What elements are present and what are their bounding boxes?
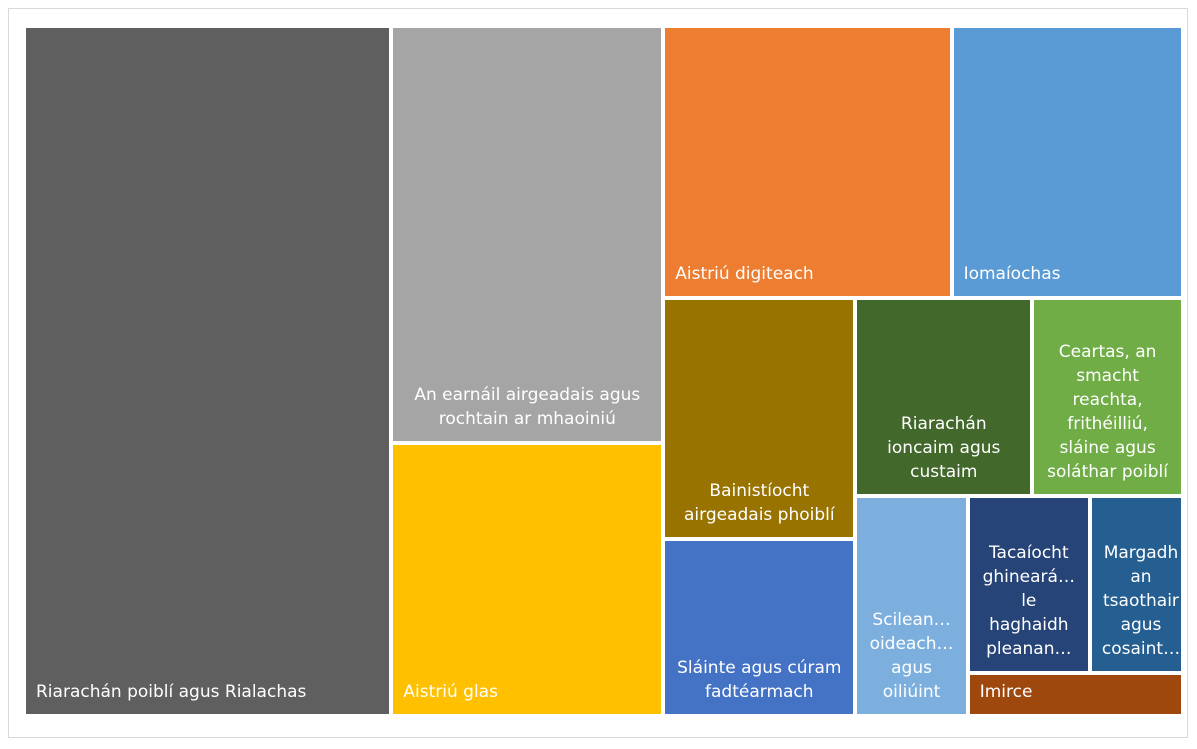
cell-label: Ceartas, an smacht reachta, frithéilliú,… bbox=[1047, 341, 1168, 482]
treemap-cell: Riarachán poiblí agus Rialachas bbox=[26, 28, 390, 714]
cell-label: Margadh an tsaothair agus cosaint… bbox=[1101, 542, 1181, 659]
chart: Riarachán poiblí agus Rialachas An earnái… bbox=[8, 8, 1188, 738]
cell-label: Sláinte agus cúram fadtéarmach bbox=[677, 657, 842, 702]
cell-label: Aistriú glas bbox=[403, 681, 498, 702]
treemap-cell: An earnáil airgeadais agus rochtain ar m… bbox=[393, 28, 662, 442]
treemap-cell: Aistriú digiteach bbox=[665, 28, 950, 296]
treemap-cell: Ceartas, an smacht reachta, frithéilliú,… bbox=[1034, 299, 1181, 494]
treemap-cell: Sláinte agus cúram fadtéarmach bbox=[665, 541, 854, 714]
cell-label: Riarachán ioncaim agus custaim bbox=[887, 413, 1001, 482]
treemap-cell: Margadh an tsaothair agus cosaint… bbox=[1091, 497, 1181, 671]
treemap-cell: Aistriú glas bbox=[393, 445, 662, 714]
treemap-cell: Imirce bbox=[969, 674, 1181, 714]
cell-label: Riarachán poiblí agus Rialachas bbox=[36, 682, 307, 702]
cell-label: An earnáil airgeadais agus rochtain ar m… bbox=[414, 385, 641, 430]
treemap-cell: Tacaíocht ghineará… le haghaidh pleanan… bbox=[969, 497, 1088, 671]
treemap-cell: Iomaíochas bbox=[953, 28, 1181, 296]
treemap-cell: Scilean… oideach… agus oiliúint bbox=[857, 497, 966, 714]
treemap-cell: Riarachán ioncaim agus custaim bbox=[857, 299, 1031, 494]
cell-label: Tacaíocht ghineará… le haghaidh pleanan… bbox=[982, 542, 1075, 659]
cell-label: Bainistíocht airgeadais phoiblí bbox=[683, 480, 835, 525]
cell-label: Imirce bbox=[979, 681, 1033, 702]
cell-label: Scilean… oideach… agus oiliúint bbox=[869, 609, 954, 702]
cell-label: Iomaíochas bbox=[963, 263, 1061, 284]
cell-label: Aistriú digiteach bbox=[675, 263, 814, 284]
treemap-cell: Bainistíocht airgeadais phoiblí bbox=[665, 299, 854, 537]
